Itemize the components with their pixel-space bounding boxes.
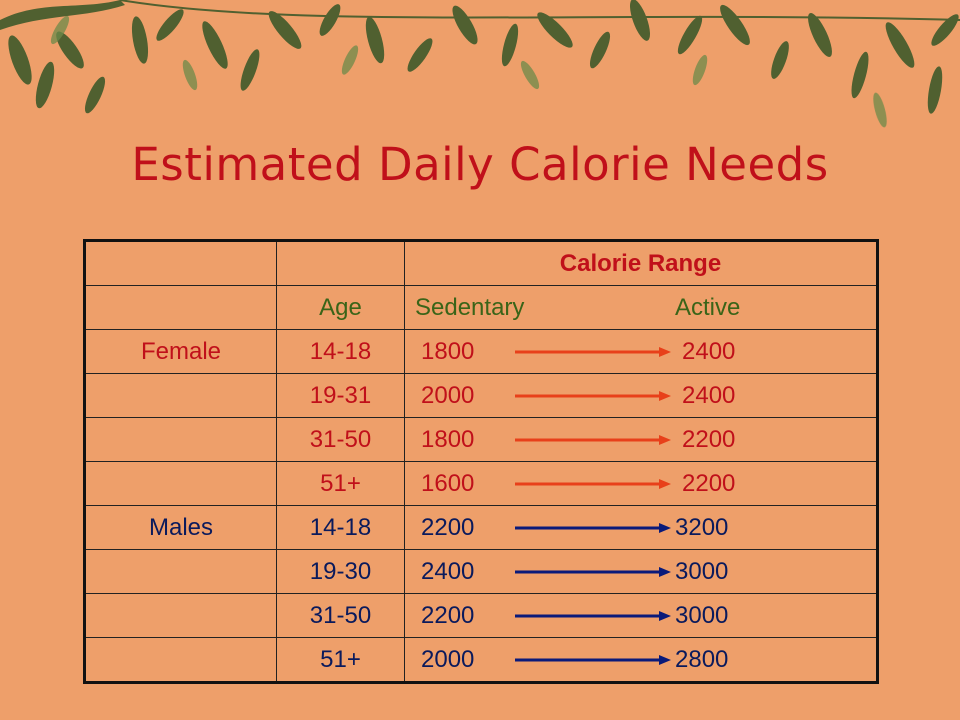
- age-cell: 51+: [276, 637, 405, 683]
- arrow-right-icon: [515, 346, 671, 357]
- active-value: 3000: [675, 557, 729, 585]
- table-row: Age Sedentary Active: [84, 285, 878, 330]
- sedentary-value: 2400: [421, 557, 475, 585]
- arrow-right-icon: [515, 566, 671, 577]
- sedentary-value: 2000: [421, 645, 475, 673]
- range-cell: 2200 3200: [404, 505, 878, 550]
- age-cell: 19-31: [276, 373, 405, 418]
- sedentary-header: Sedentary: [415, 293, 525, 321]
- leaf-branch-decoration: [0, 0, 960, 128]
- age-cell: 31-50: [276, 593, 405, 638]
- range-cell: 2000 2800: [404, 637, 878, 683]
- age-cell: 14-18: [276, 329, 405, 374]
- sedentary-value: 2200: [421, 513, 475, 541]
- sedentary-value: 1800: [421, 337, 475, 365]
- sedentary-value: 1800: [421, 425, 475, 453]
- active-value: 2400: [682, 337, 736, 365]
- range-cell: 1800 2400: [404, 329, 878, 374]
- sedentary-value: 1600: [421, 469, 475, 497]
- arrow-right-icon: [515, 610, 671, 621]
- age-cell: 14-18: [276, 505, 405, 550]
- page-title: Estimated Daily Calorie Needs: [131, 138, 829, 191]
- table-row: 19-31 2000 2400: [84, 373, 878, 418]
- range-cell: 2400 3000: [404, 549, 878, 594]
- table-row: Males 14-18 2200 3200: [84, 505, 878, 550]
- arrow-right-icon: [515, 522, 671, 533]
- sedentary-value: 2000: [421, 381, 475, 409]
- range-cell: 2000 2400: [404, 373, 878, 418]
- age-cell: 51+: [276, 461, 405, 506]
- calorie-table: Calorie Range Age Sedentary Active Femal…: [83, 239, 879, 684]
- active-header: Active: [675, 293, 741, 321]
- active-value: 3000: [675, 601, 729, 629]
- table-row: 31-50 1800 2200: [84, 417, 878, 462]
- range-cell: 2200 3000: [404, 593, 878, 638]
- female-label: Female: [84, 329, 277, 374]
- table-row: 31-50 2200 3000: [84, 593, 878, 638]
- age-cell: 31-50: [276, 417, 405, 462]
- arrow-right-icon: [515, 390, 671, 401]
- active-value: 3200: [675, 513, 729, 541]
- male-label: Males: [84, 505, 277, 550]
- age-header: Age: [276, 285, 405, 330]
- sedentary-value: 2200: [421, 601, 475, 629]
- active-value: 2800: [675, 645, 729, 673]
- age-cell: 19-30: [276, 549, 405, 594]
- range-cell: 1800 2200: [404, 417, 878, 462]
- active-value: 2400: [682, 381, 736, 409]
- table-row: Female 14-18 1800 2400: [84, 329, 878, 374]
- active-value: 2200: [682, 425, 736, 453]
- range-cell: 1600 2200: [404, 461, 878, 506]
- table-row: 51+ 1600 2200: [84, 461, 878, 506]
- arrow-right-icon: [515, 434, 671, 445]
- calorie-range-header: Calorie Range: [404, 240, 878, 286]
- table-row: 19-30 2400 3000: [84, 549, 878, 594]
- active-value: 2200: [682, 469, 736, 497]
- arrow-right-icon: [515, 478, 671, 489]
- arrow-right-icon: [515, 654, 671, 665]
- table-row: 51+ 2000 2800: [84, 637, 878, 683]
- table-row: Calorie Range: [84, 240, 878, 286]
